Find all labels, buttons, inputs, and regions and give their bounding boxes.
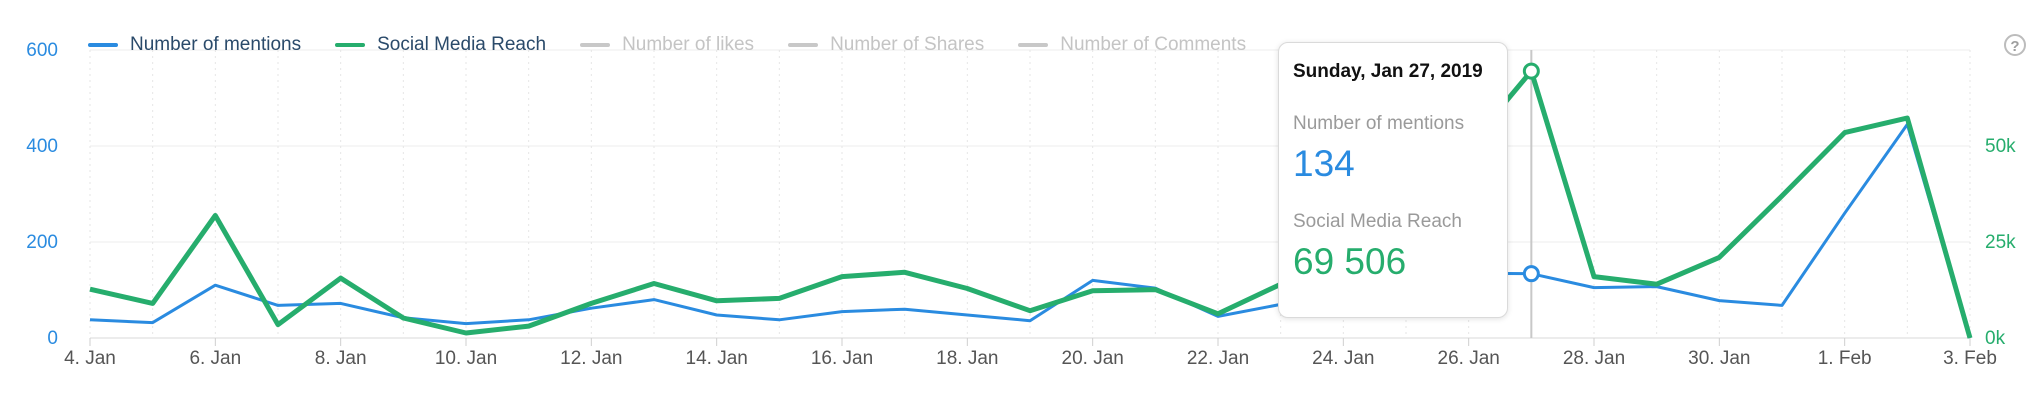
x-tick-label: 28. Jan xyxy=(1563,348,1625,369)
legend-label: Number of likes xyxy=(622,34,755,55)
legend-label: Number of Comments xyxy=(1060,34,1247,55)
x-tick-label: 8. Jan xyxy=(315,348,367,369)
y-right-tick-label: 25k xyxy=(1985,232,2016,253)
x-tick-label: 3. Feb xyxy=(1943,348,1997,369)
x-tick-label: 14. Jan xyxy=(686,348,748,369)
legend-item-1[interactable]: Social Media Reach xyxy=(335,34,546,56)
x-tick-label: 20. Jan xyxy=(1062,348,1124,369)
series-lines xyxy=(89,62,1973,339)
legend-swatch xyxy=(788,43,819,47)
legend-item-4[interactable]: Number of Comments xyxy=(1018,34,1246,56)
legend-item-3[interactable]: Number of Shares xyxy=(788,34,984,56)
x-tick-label: 24. Jan xyxy=(1312,348,1374,369)
x-tick-label: 30. Jan xyxy=(1688,348,1750,369)
x-tick-label: 1. Feb xyxy=(1818,348,1872,369)
legend-swatch xyxy=(1018,43,1049,47)
x-tick-label: 16. Jan xyxy=(811,348,873,369)
x-tick-label: 26. Jan xyxy=(1438,348,1500,369)
legend-label: Social Media Reach xyxy=(377,34,547,55)
tooltip-mentions-label: Number of mentions xyxy=(1293,113,1465,134)
legend-swatch xyxy=(88,43,118,47)
highlight-point-mentions[interactable] xyxy=(1522,265,1540,283)
y-left-tick-label: 400 xyxy=(26,136,58,157)
series-line-reach xyxy=(89,68,1973,339)
legend-label: Number of Shares xyxy=(830,34,985,55)
tooltip-date: Sunday, Jan 27, 2019 xyxy=(1293,61,1483,82)
legend-item-2[interactable]: Number of likes xyxy=(580,34,754,56)
x-tick-label: 4. Jan xyxy=(64,348,116,369)
x-tick-label: 12. Jan xyxy=(560,348,622,369)
tooltip-reach-label: Social Media Reach xyxy=(1293,211,1462,232)
legend-swatch xyxy=(580,43,611,47)
y-left-tick-label: 600 xyxy=(26,40,58,61)
chart-tooltip: Sunday, Jan 27, 2019 Number of mentions … xyxy=(1278,42,1508,318)
x-tick-label: 10. Jan xyxy=(435,348,497,369)
y-left-tick-label: 0 xyxy=(47,328,58,349)
tooltip-reach-value: 69 506 xyxy=(1293,241,1407,282)
tooltip-mentions-value: 134 xyxy=(1293,143,1355,184)
x-axis: 4. Jan 6. Jan 8. Jan 10. Jan 12. Jan 14. Jan 1… xyxy=(64,338,1997,369)
right-axis: 0k 25k 50k xyxy=(1985,136,2016,349)
help-icon[interactable]: ? xyxy=(2004,34,2026,56)
x-tick-label: 22. Jan xyxy=(1187,348,1249,369)
x-tick-label: 6. Jan xyxy=(189,348,241,369)
legend-item-0[interactable]: Number of mentions xyxy=(88,34,301,56)
y-right-tick-label: 0k xyxy=(1985,328,2006,349)
chart-legend: Number of mentions Social Media Reach Numb… xyxy=(88,34,1280,56)
x-tick-label: 18. Jan xyxy=(936,348,998,369)
highlight-point-reach[interactable] xyxy=(1522,62,1540,80)
left-axis: 0 200 400 600 xyxy=(26,40,58,349)
legend-swatch xyxy=(335,43,366,47)
y-left-tick-label: 200 xyxy=(26,232,58,253)
y-right-tick-label: 50k xyxy=(1985,136,2016,157)
legend-label: Number of mentions xyxy=(130,34,302,55)
